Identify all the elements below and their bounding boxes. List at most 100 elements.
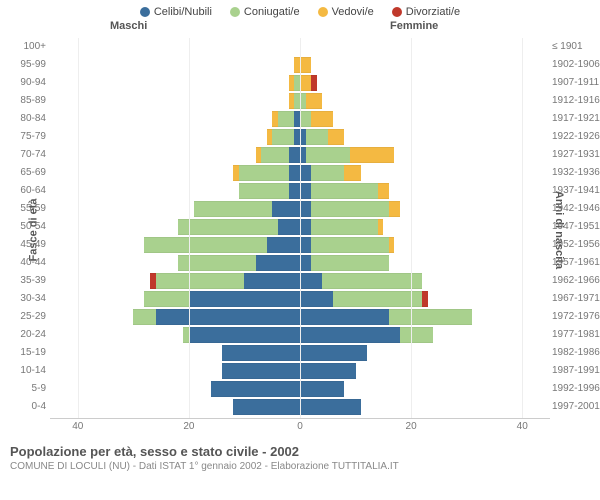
bar-segment: [144, 291, 188, 307]
bar-male: [150, 273, 300, 289]
bar-segment: [311, 237, 389, 253]
gridline: [522, 38, 523, 418]
legend-item: Vedovi/e: [318, 6, 374, 18]
bar-segment: [378, 219, 384, 235]
bar-male: [272, 111, 300, 127]
bar-segment: [311, 165, 344, 181]
legend-label: Vedovi/e: [332, 6, 374, 18]
birth-year-label: ≤ 1901: [552, 38, 600, 56]
bar-male: [194, 201, 300, 217]
bar-female: [300, 165, 361, 181]
bar-male: [211, 381, 300, 397]
bar-female: [300, 75, 317, 91]
legend: Celibi/Nubili Coniugati/e Vedovi/e Divorzia…: [0, 0, 600, 20]
legend-item: Coniugati/e: [230, 6, 300, 18]
bar-segment: [300, 345, 367, 361]
footer-title: Popolazione per età, sesso e stato civil…: [10, 444, 590, 459]
bar-segment: [306, 147, 350, 163]
bar-male: [222, 345, 300, 361]
bar-female: [300, 327, 433, 343]
bar-segment: [311, 219, 378, 235]
bar-segment: [272, 201, 300, 217]
bar-segment: [244, 273, 300, 289]
bar-segment: [239, 183, 289, 199]
age-label: 85-89: [2, 92, 46, 110]
birth-year-label: 1972-1976: [552, 308, 600, 326]
bar-male: [183, 327, 300, 343]
birth-year-label: 1907-1911: [552, 74, 600, 92]
age-label: 35-39: [2, 272, 46, 290]
birth-year-label: 1967-1971: [552, 290, 600, 308]
bar-segment: [311, 255, 389, 271]
bar-segment: [300, 237, 311, 253]
age-label: 90-94: [2, 74, 46, 92]
x-tick-label: 40: [517, 421, 528, 432]
bar-segment: [222, 363, 300, 379]
age-label: 30-34: [2, 290, 46, 308]
birth-year-label: 1982-1986: [552, 344, 600, 362]
birth-year-label: 1902-1906: [552, 56, 600, 74]
bar-female: [300, 93, 322, 109]
bar-male: [256, 147, 300, 163]
bar-female: [300, 237, 394, 253]
bar-segment: [300, 399, 361, 415]
legend-item: Divorziati/e: [392, 6, 460, 18]
bar-female: [300, 201, 400, 217]
header-male: Maschi: [110, 20, 147, 32]
bar-female: [300, 309, 472, 325]
age-label: 65-69: [2, 164, 46, 182]
age-label: 45-49: [2, 236, 46, 254]
gridline: [189, 38, 190, 418]
legend-label: Divorziati/e: [406, 6, 460, 18]
bar-segment: [133, 309, 155, 325]
birth-year-label: 1977-1981: [552, 326, 600, 344]
bar-segment: [178, 219, 278, 235]
bar-segment: [289, 165, 300, 181]
birth-year-label: 1912-1916: [552, 92, 600, 110]
bar-segment: [211, 381, 300, 397]
birth-year-label: 1962-1966: [552, 272, 600, 290]
age-label: 70-74: [2, 146, 46, 164]
bar-female: [300, 345, 367, 361]
gridline: [411, 38, 412, 418]
bar-segment: [256, 255, 300, 271]
birth-year-label: 1942-1946: [552, 200, 600, 218]
bar-female: [300, 183, 389, 199]
bar-segment: [300, 363, 356, 379]
bar-segment: [300, 219, 311, 235]
bar-female: [300, 363, 356, 379]
bar-segment: [300, 327, 400, 343]
bar-female: [300, 111, 333, 127]
bar-male: [267, 129, 300, 145]
bar-segment: [194, 201, 272, 217]
birth-year-label: 1952-1956: [552, 236, 600, 254]
bar-segment: [144, 237, 266, 253]
bar-segment: [389, 201, 400, 217]
birth-year-label: 1947-1951: [552, 218, 600, 236]
bar-segment: [189, 291, 300, 307]
legend-dot-icon: [392, 7, 402, 17]
age-label: 95-99: [2, 56, 46, 74]
bar-female: [300, 147, 394, 163]
bar-male: [144, 237, 300, 253]
legend-dot-icon: [318, 7, 328, 17]
bar-segment: [400, 327, 433, 343]
bar-male: [233, 399, 300, 415]
x-tick-label: 20: [406, 421, 417, 432]
bar-segment: [306, 93, 323, 109]
header-female: Femmine: [390, 20, 438, 32]
bar-male: [133, 309, 300, 325]
bar-segment: [311, 183, 378, 199]
age-label: 60-64: [2, 182, 46, 200]
bar-segment: [278, 219, 300, 235]
bar-male: [178, 255, 300, 271]
legend-label: Celibi/Nubili: [154, 6, 212, 18]
bar-male: [222, 363, 300, 379]
gridline: [300, 38, 301, 418]
age-label: 20-24: [2, 326, 46, 344]
bar-male: [239, 183, 300, 199]
age-label: 5-9: [2, 380, 46, 398]
birth-year-label: 1917-1921: [552, 110, 600, 128]
chart-headers: Maschi Femmine: [0, 20, 600, 36]
bar-segment: [300, 309, 389, 325]
